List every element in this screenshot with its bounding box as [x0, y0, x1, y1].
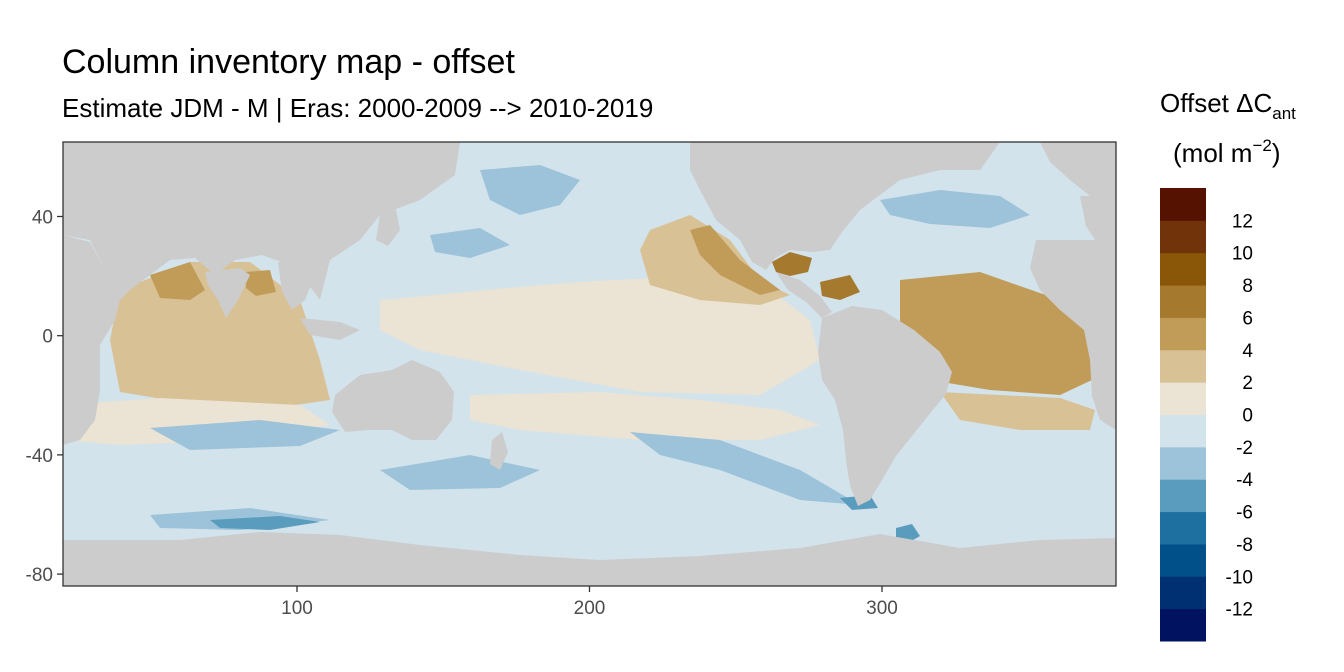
legend-color-bin	[1160, 349, 1206, 383]
land-southeast-asia	[278, 262, 360, 340]
land-africa-west	[63, 235, 120, 445]
land-europe	[1080, 196, 1116, 248]
y-tick-label: 0	[42, 327, 53, 348]
legend-title: Offset ΔCant	[1160, 88, 1296, 123]
legend-color-bin	[1160, 382, 1206, 415]
x-tick-label: 200	[574, 598, 606, 619]
legend-color-bin	[1160, 446, 1206, 480]
land-north-america	[690, 142, 1000, 270]
region-gulf-caribbean	[772, 252, 860, 300]
legend-title-subscript: ant	[1272, 104, 1296, 123]
y-tick-label: -40	[26, 446, 53, 467]
land-australia	[332, 360, 454, 440]
land-south-america	[818, 306, 952, 506]
region-equatorial-pacific	[380, 278, 820, 395]
region-baja-california	[690, 225, 780, 295]
legend-color-bin	[1160, 285, 1206, 318]
legend-color-bin	[1160, 317, 1206, 351]
legend-color-bin	[1160, 479, 1206, 513]
legend-color-bin	[1160, 188, 1206, 221]
legend-tick-label: 8	[1242, 276, 1253, 297]
region-indian-ocean	[110, 262, 330, 410]
x-tick-label: 100	[281, 598, 313, 619]
y-tick-label: -80	[26, 565, 53, 586]
region-south-pacific-subtropics	[470, 392, 820, 440]
land-antarctica	[63, 532, 1116, 586]
region-northwest-pacific	[430, 165, 580, 258]
land-africa-east	[1030, 240, 1116, 430]
legend-color-bin	[1160, 220, 1206, 254]
legend-units: (mol m−2)	[1173, 136, 1281, 168]
land-masses	[63, 142, 1116, 586]
region-antarctic-margin	[210, 495, 878, 530]
legend-units-open: (mol m	[1173, 138, 1252, 168]
land-new-zealand	[490, 432, 508, 470]
legend-tick-label: -8	[1236, 535, 1253, 556]
legend-color-bin	[1160, 608, 1206, 642]
x-axis: 100 200 300	[281, 586, 898, 619]
legend-color-bin	[1160, 543, 1206, 577]
legend-tick-label: 4	[1242, 341, 1253, 362]
chart-subtitle: Estimate JDM - M | Eras: 2000-2009 --> 2…	[62, 93, 654, 123]
legend-labels: -12 -10 -8 -6 -4 -2 0 2 4 6 8 10 12	[1226, 211, 1254, 620]
legend-color-bin	[1160, 511, 1206, 545]
map-panel: -80 -40 0 40 100 200 300	[26, 141, 1117, 619]
legend-units-close: )	[1272, 138, 1281, 168]
legend-color-bin	[1160, 414, 1206, 448]
legend-tick-label: 12	[1232, 211, 1253, 232]
legend-tick-label: 6	[1242, 308, 1253, 329]
y-tick-label: 40	[32, 207, 53, 228]
legend-tick-label: -10	[1226, 567, 1253, 588]
land-eurasia-africa-north	[63, 142, 460, 300]
land-greenland	[1040, 142, 1116, 196]
legend-tick-label: -12	[1226, 600, 1253, 621]
region-north-atlantic	[880, 190, 1030, 228]
land-japan	[376, 205, 400, 246]
region-arabian-sea-bay-of-bengal	[150, 262, 276, 300]
legend-tick-label: 10	[1232, 244, 1253, 265]
legend-units-superscript: −2	[1252, 136, 1271, 155]
legend-color-bin	[1160, 252, 1206, 286]
region-tropical-atlantic	[900, 272, 1092, 395]
legend-colorbar	[1160, 188, 1206, 642]
legend-tick-label: -6	[1236, 503, 1253, 524]
legend-tick-label: 0	[1242, 406, 1253, 427]
legend-color-bin	[1160, 576, 1206, 610]
land-india	[205, 268, 250, 318]
legend-tick-label: -2	[1236, 438, 1253, 459]
chart-title: Column inventory map - offset	[62, 43, 515, 81]
region-southeast-atlantic	[940, 392, 1095, 430]
legend: Offset ΔCant (mol m−2) -12 -10 -8 -6 -4 -2 0 2 4…	[1160, 88, 1296, 642]
legend-tick-label: -4	[1236, 470, 1253, 491]
region-southern-ocean-bands	[150, 420, 860, 530]
legend-title-text: Offset ΔC	[1160, 88, 1272, 118]
land-central-america	[776, 272, 832, 318]
legend-tick-label: 2	[1242, 373, 1253, 394]
x-tick-label: 300	[866, 598, 898, 619]
y-axis: -80 -40 0 40	[26, 207, 63, 586]
ocean-regions	[63, 165, 1095, 544]
